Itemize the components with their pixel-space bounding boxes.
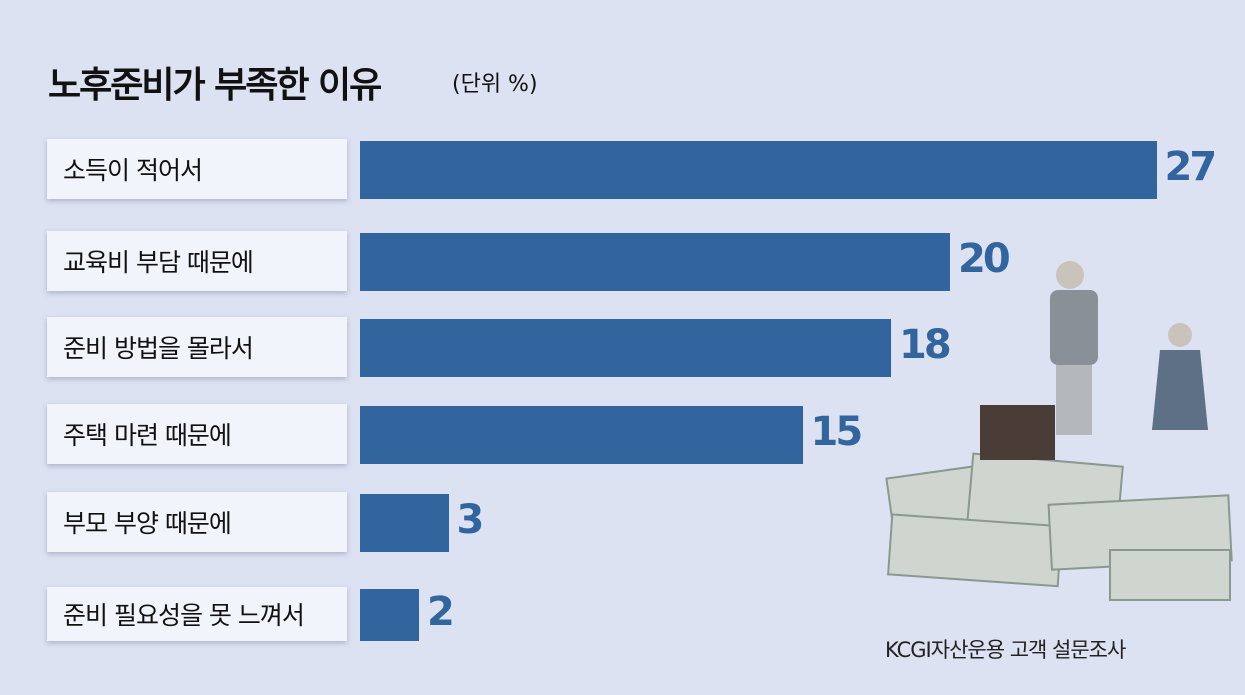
category-label: 소득이 적어서 [47,139,347,199]
unit-label: (단위 %) [452,72,538,97]
value-label: 3 [456,497,485,543]
category-label: 교육비 부담 때문에 [47,231,347,291]
category-label: 주택 마련 때문에 [47,404,347,464]
value-label: 2 [427,589,455,635]
bar [360,319,891,377]
value-label: 20 [958,236,1011,282]
category-label: 부모 부양 때문에 [47,492,347,552]
category-label: 준비 필요성을 못 느껴서 [47,587,347,641]
value-label: 15 [810,409,864,455]
chart-title: 노후준비가 부족한 이유 [48,65,382,106]
bar [360,494,449,552]
elderly-couple-money-photo [885,261,1233,601]
value-label: 27 [1164,144,1218,190]
bar [360,406,803,464]
value-label: 18 [899,322,952,368]
bar [360,141,1157,199]
category-label: 준비 방법을 몰라서 [47,317,347,377]
source-note: KCGI자산운용 고객 설문조사 [885,638,1126,662]
bar [360,589,419,641]
bar [360,233,950,291]
